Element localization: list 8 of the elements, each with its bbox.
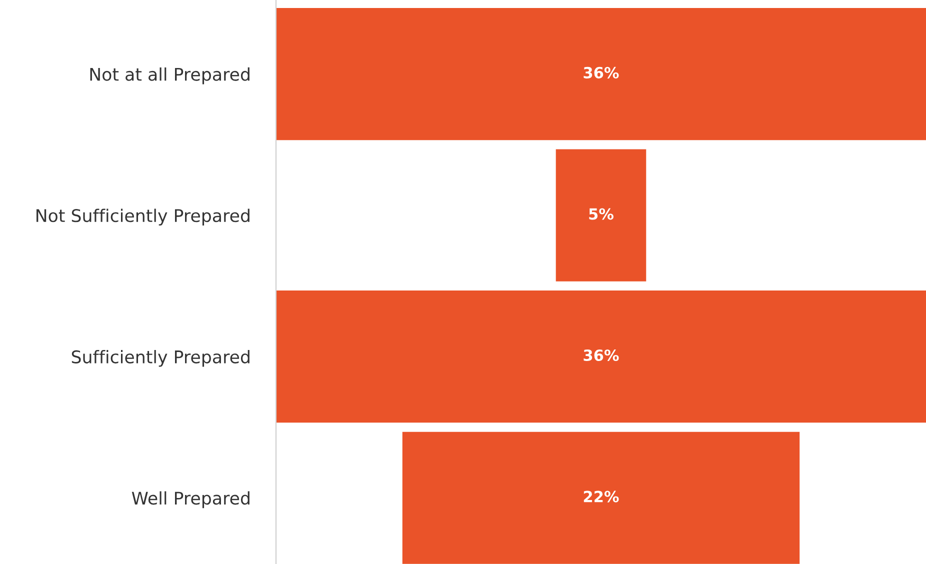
category-label: Sufficiently Prepared bbox=[72, 350, 250, 367]
category-label: Well Prepared bbox=[132, 491, 250, 508]
data-label: 5% bbox=[589, 208, 614, 220]
category-label: Not at all Prepared bbox=[90, 67, 250, 84]
data-label: 36% bbox=[584, 349, 619, 362]
data-label: 36% bbox=[584, 66, 619, 78]
data-label: 22% bbox=[584, 490, 619, 502]
category-label: Not Sufficiently Prepared bbox=[36, 208, 250, 226]
